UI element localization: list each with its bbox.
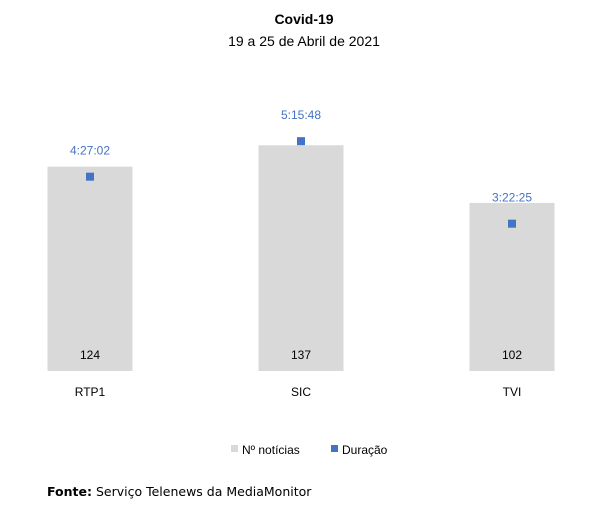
bar-value-label: 102 xyxy=(502,348,522,362)
category-label: TVI xyxy=(503,385,522,399)
duration-point-rtp1 xyxy=(86,172,94,181)
bar-value-label: 124 xyxy=(80,348,100,362)
bar-tvi xyxy=(469,202,555,371)
legend-duration-swatch xyxy=(331,445,338,452)
bar-rtp1 xyxy=(47,166,133,371)
duration-point-sic xyxy=(297,137,305,146)
source-note: Fonte: Serviço Telenews da MediaMonitor xyxy=(47,484,311,499)
duration-value-label: 4:27:02 xyxy=(70,144,110,158)
bar-sic xyxy=(258,145,344,371)
category-label: SIC xyxy=(291,385,311,399)
category-label: RTP1 xyxy=(75,385,106,399)
legend-label: Duração xyxy=(342,443,388,457)
duration-point-tvi xyxy=(508,219,516,228)
legend: Nº notícias Duração xyxy=(231,443,388,457)
legend-label: Nº notícias xyxy=(242,443,300,457)
chart-subtitle: 19 a 25 de Abril de 2021 xyxy=(228,33,380,49)
source-text: Serviço Telenews da MediaMonitor xyxy=(91,484,312,499)
legend-bar-swatch xyxy=(231,445,238,452)
chart-title: Covid-19 xyxy=(274,11,333,27)
duration-value-label: 5:15:48 xyxy=(281,108,321,122)
chart: Covid-19 19 a 25 de Abril de 2021 124 4:2… xyxy=(47,11,555,457)
bar-value-label: 137 xyxy=(291,348,311,362)
duration-value-label: 3:22:25 xyxy=(492,191,532,205)
source-label: Fonte: xyxy=(47,484,92,499)
